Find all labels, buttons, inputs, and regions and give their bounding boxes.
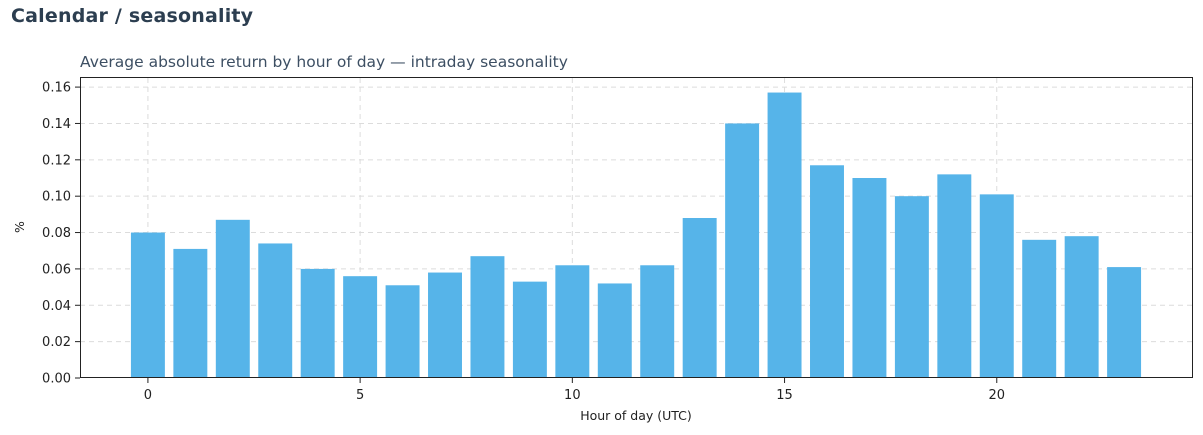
y-tick-label: 0.06 — [42, 262, 71, 277]
tick-layer: 0.00 0.02 0.04 0.06 0.08 0.10 0.12 0.14 0.16 0 5 10… — [42, 81, 1005, 403]
bar-hour-5 — [343, 276, 378, 378]
y-tick-label: 0.08 — [42, 226, 71, 241]
bar-hour-0 — [130, 232, 165, 378]
bar-hour-8 — [470, 256, 505, 378]
chart-title: Average absolute return by hour of day —… — [80, 53, 568, 71]
y-tick-label: 0.10 — [42, 190, 71, 205]
bar-hour-6 — [385, 285, 420, 378]
bar-hour-15 — [767, 92, 802, 378]
bar-hour-12 — [640, 265, 675, 378]
y-tick-label: 0.16 — [42, 81, 71, 96]
bar-hour-10 — [555, 265, 590, 378]
x-tick-label: 5 — [356, 388, 364, 403]
bar-hour-11 — [597, 283, 632, 378]
x-tick-label: 0 — [144, 388, 152, 403]
bar-hour-18 — [894, 196, 929, 378]
y-tick-label: 0.04 — [42, 299, 71, 314]
x-tick-label: 15 — [776, 388, 793, 403]
bar-hour-1 — [173, 248, 208, 378]
bar-hour-14 — [725, 123, 760, 378]
section-title: Calendar / seasonality — [11, 5, 254, 27]
bar-hour-19 — [937, 174, 972, 378]
y-axis-label: % — [12, 221, 27, 233]
y-tick-label: 0.12 — [42, 153, 71, 168]
y-tick-label: 0.00 — [42, 372, 71, 387]
bar-hour-3 — [258, 243, 293, 378]
x-axis-label: Hour of day (UTC) — [580, 408, 692, 423]
bar-hour-9 — [512, 281, 547, 378]
bar-hour-20 — [979, 194, 1014, 378]
y-tick-label: 0.02 — [42, 335, 71, 350]
bar-hour-2 — [215, 219, 250, 378]
bar-hour-23 — [1107, 267, 1142, 378]
x-tick-label: 10 — [564, 388, 581, 403]
bar-hour-13 — [682, 218, 717, 378]
bar-hour-21 — [1022, 239, 1057, 378]
plot-frame — [80, 77, 1193, 378]
bar-layer — [130, 92, 1142, 378]
bar-hour-16 — [810, 165, 844, 378]
bar-hour-7 — [428, 272, 462, 378]
bar-hour-22 — [1064, 236, 1099, 378]
y-tick-label: 0.14 — [42, 117, 71, 132]
bar-hour-17 — [852, 178, 887, 378]
bar-hour-4 — [300, 268, 335, 378]
x-tick-label: 20 — [988, 388, 1005, 403]
